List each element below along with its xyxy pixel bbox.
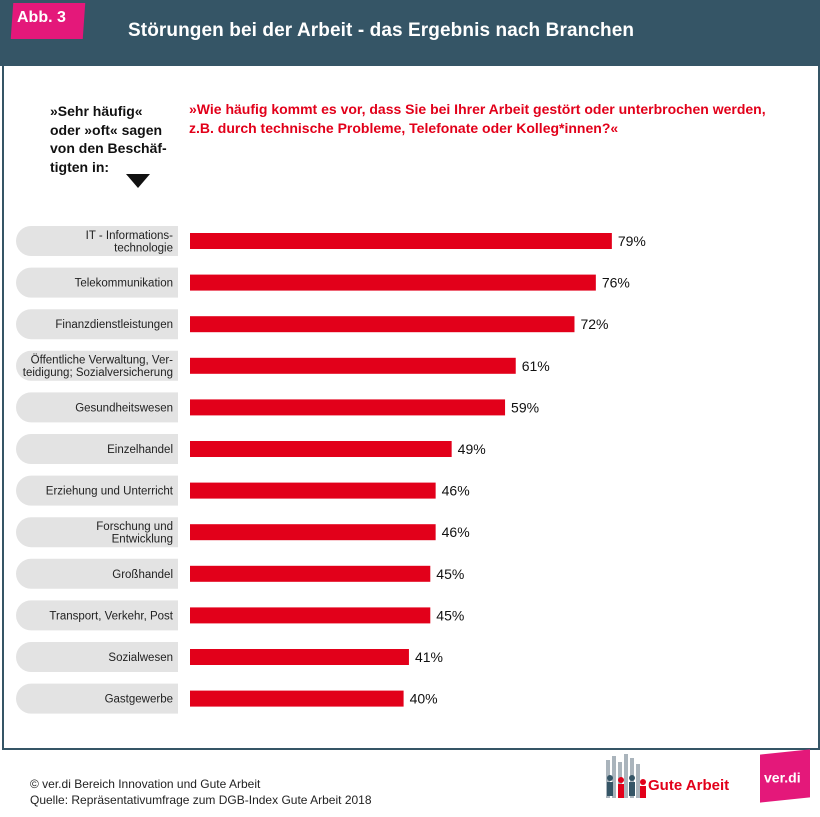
down-arrow-icon: [126, 174, 150, 188]
category-label-bg: [16, 475, 179, 506]
category-label: Telekommunikation: [75, 278, 173, 290]
category-label: Erziehung und Unterricht: [46, 486, 174, 498]
bar: [190, 357, 516, 374]
category-label-bg: [16, 226, 178, 256]
bar: [190, 690, 404, 707]
bar: [190, 482, 436, 499]
value-label: 49%: [458, 441, 486, 457]
bar: [190, 607, 431, 624]
footer: © ver.di Bereich Innovation und Gute Arb…: [30, 776, 372, 808]
value-label: 76%: [602, 275, 630, 291]
copyright-line: © ver.di Bereich Innovation und Gute Arb…: [30, 777, 261, 791]
bar: [190, 565, 431, 582]
page-title: Störungen bei der Arbeit - das Ergebnis …: [128, 20, 635, 41]
category-label-bg: [16, 558, 179, 589]
category-label: Forschung und Entwicklung: [96, 521, 173, 546]
bar: [190, 316, 575, 333]
gute-arbeit-logo-text: Gute Arbeit: [648, 777, 729, 794]
value-label: 46%: [442, 524, 470, 540]
value-label: 61%: [522, 358, 550, 374]
verdi-logo-text: ver.di: [764, 769, 801, 786]
respondent-note-line: oder »oft« sagen: [50, 121, 163, 138]
category-label-bg: [16, 517, 179, 548]
value-label: 45%: [436, 566, 464, 582]
category-label-bg: [16, 683, 179, 714]
value-label: 79%: [618, 233, 646, 249]
value-label: 72%: [580, 316, 608, 332]
category-label-bg: [16, 434, 178, 464]
bar: [190, 233, 612, 249]
bar: [190, 399, 506, 416]
value-label: 46%: [442, 483, 470, 499]
value-label: 45%: [436, 607, 464, 623]
verdi-logo: ver.di: [760, 749, 810, 803]
bar: [190, 524, 436, 541]
value-label: 40%: [410, 691, 438, 707]
category-label-bg: [16, 350, 179, 381]
category-label: Transport, Verkehr, Post: [49, 610, 173, 622]
category-label: Einzelhandel: [107, 444, 173, 456]
figure-badge-label: Abb. 3: [17, 9, 66, 26]
category-label-bg: [16, 309, 179, 340]
respondent-note-line: von den Beschäf-: [50, 140, 167, 156]
respondent-note-line: »Sehr häufig«: [50, 103, 143, 119]
respondent-note-line: tigten in:: [50, 158, 110, 175]
survey-question: »Wie häufig kommt es vor, dass Sie bei I…: [189, 101, 766, 136]
bar: [190, 274, 596, 291]
category-label-bg: [16, 267, 179, 298]
bar: [190, 441, 452, 457]
source-line: Quelle: Repräsentativumfrage zum DGB-Ind…: [30, 793, 372, 807]
value-label: 59%: [511, 399, 539, 415]
category-label-bg: [16, 642, 178, 672]
category-label: Großhandel: [112, 569, 173, 581]
category-label: Gesundheitswesen: [75, 402, 173, 414]
category-label: Sozialwesen: [108, 652, 173, 664]
category-label: Öffentliche Verwaltung, Ver-teidigung; S…: [23, 355, 173, 380]
category-label: IT - Informations-technologie: [86, 230, 174, 255]
gute-arbeit-logo: Gute Arbeit: [606, 754, 729, 798]
respondent-note: »Sehr häufig« oder »oft« sagen von den B…: [50, 102, 185, 176]
category-label-bg: [16, 600, 179, 631]
category-label: Gastgewerbe: [105, 694, 173, 706]
content-frame: [2, 66, 820, 750]
category-label: Finanzdienstleistungen: [55, 319, 173, 331]
header-bar: Abb. 3 Störungen bei der Arbeit - das Er…: [0, 0, 820, 66]
bar: [190, 649, 409, 665]
value-label: 41%: [415, 649, 443, 665]
category-label-bg: [16, 392, 179, 423]
